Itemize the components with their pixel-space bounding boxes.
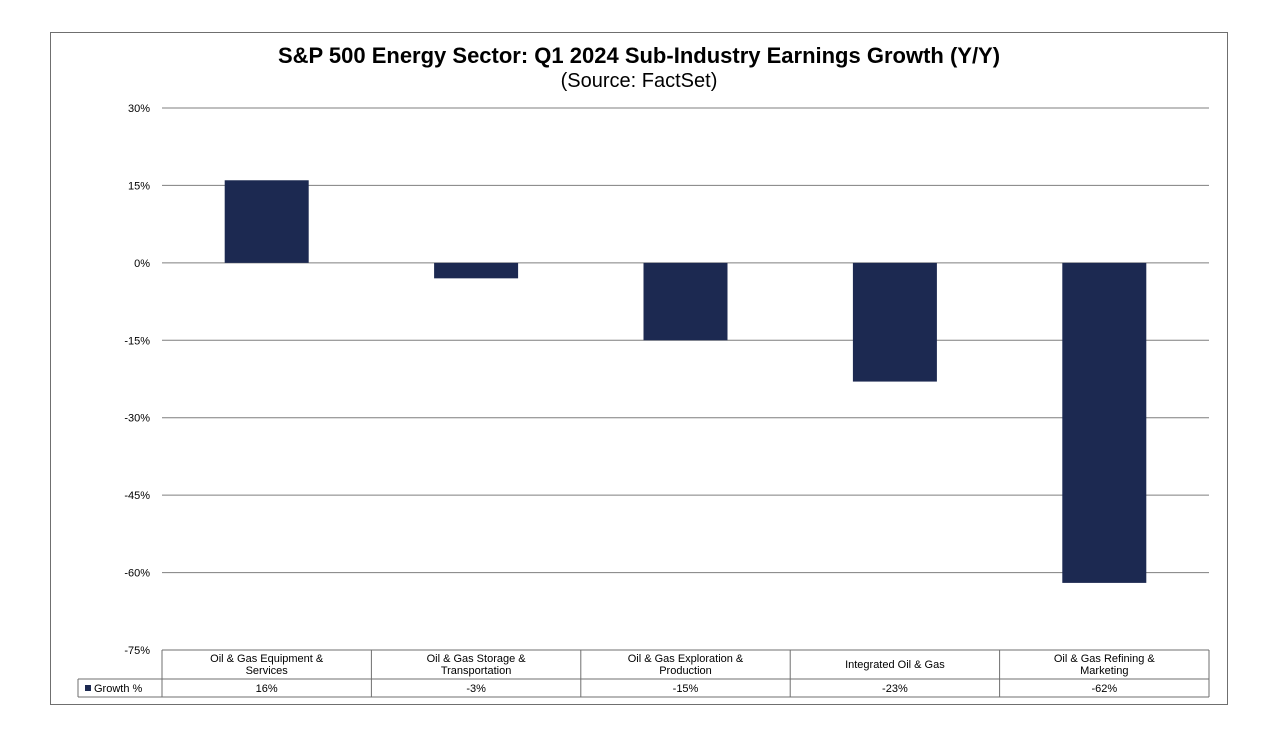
data-label: 16%: [256, 683, 278, 695]
bar: [852, 262, 937, 382]
bar: [434, 262, 519, 279]
bar: [643, 262, 728, 341]
data-label: -62%: [1091, 683, 1117, 695]
y-tick-label: -75%: [124, 645, 150, 657]
x-category-label: Oil & Gas Equipment &: [210, 653, 324, 665]
x-category-label: Marketing: [1080, 665, 1128, 677]
y-tick-label: -60%: [124, 568, 150, 580]
x-category-label: Oil & Gas Storage &: [427, 653, 527, 665]
y-tick-label: 15%: [128, 180, 150, 192]
y-tick-label: -30%: [124, 413, 150, 425]
x-category-label: Services: [246, 665, 289, 677]
legend-label: Growth %: [94, 683, 143, 695]
x-category-label: Integrated Oil & Gas: [845, 659, 945, 671]
y-tick-label: 30%: [128, 103, 150, 115]
x-category-label: Oil & Gas Refining &: [1054, 653, 1156, 665]
x-category-label: Transportation: [441, 665, 512, 677]
data-label: -3%: [466, 683, 486, 695]
chart-subtitle: (Source: FactSet): [560, 70, 718, 92]
x-category-label: Oil & Gas Exploration &: [628, 653, 744, 665]
bar: [1062, 262, 1147, 583]
legend-swatch: [85, 685, 91, 691]
bar: [224, 180, 309, 263]
chart-title: S&P 500 Energy Sector: Q1 2024 Sub-Indus…: [277, 43, 1001, 68]
x-category-label: Production: [659, 665, 712, 677]
y-tick-label: -45%: [124, 490, 150, 502]
data-label: -23%: [882, 683, 908, 695]
y-tick-label: -15%: [124, 335, 150, 347]
chart-frame: [50, 32, 1228, 705]
data-label: -15%: [673, 683, 699, 695]
y-tick-label: 0%: [134, 258, 150, 270]
